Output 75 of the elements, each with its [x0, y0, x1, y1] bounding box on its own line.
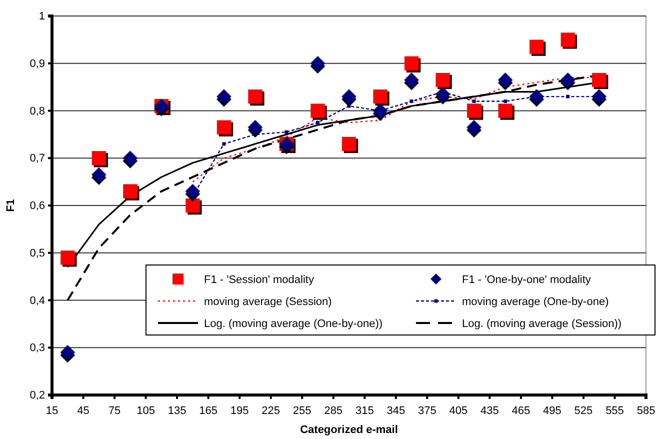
point: [310, 104, 325, 118]
point: [185, 184, 200, 199]
point: [60, 344, 76, 360]
point: [466, 120, 482, 135]
legend-label: Log. (moving average (One-by-one)): [204, 318, 383, 330]
x-tick-label: 315: [355, 405, 374, 418]
x-tick-label: 285: [324, 405, 343, 418]
point: [560, 32, 575, 47]
point: [466, 104, 482, 118]
x-tick-label: 45: [77, 405, 90, 418]
point: [342, 89, 356, 104]
point: [216, 120, 232, 134]
x-tick-label: 165: [199, 405, 218, 418]
legend-label: moving average (Session): [204, 296, 332, 308]
x-tick-label: 585: [636, 405, 656, 418]
x-tick-label: 15: [46, 405, 58, 418]
point: [592, 89, 607, 104]
legend-label: F1 - 'One-by-one' modality: [462, 274, 592, 286]
x-tick-label: 255: [292, 405, 312, 418]
x-tick-label: 75: [108, 405, 121, 418]
x-tick-label: 105: [136, 405, 155, 418]
point: [592, 72, 606, 88]
point: [472, 100, 476, 104]
point: [530, 40, 544, 54]
point: [92, 151, 106, 166]
x-tick-label: 525: [574, 405, 593, 418]
legend-label: moving average (One-by-one): [462, 296, 609, 308]
point: [123, 184, 138, 198]
y-tick-label: 1: [38, 10, 45, 23]
y-axis-title: F1: [5, 199, 17, 212]
point: [498, 72, 513, 88]
point: [248, 89, 262, 104]
point: [216, 89, 232, 104]
y-tick-label: 0,5: [30, 247, 45, 260]
x-tick-label: 375: [418, 405, 436, 418]
x-tick-label: 135: [168, 405, 186, 418]
point: [372, 103, 388, 118]
y-tick-label: 0,9: [30, 58, 45, 70]
x-tick-label: 465: [512, 405, 530, 418]
point: [122, 150, 138, 166]
x-axis-title: Categorized e-mail: [300, 424, 398, 436]
y-tick-label: 0,7: [30, 152, 45, 165]
x-tick-label: 495: [543, 405, 562, 418]
point: [222, 142, 226, 146]
point: [316, 120, 320, 124]
x-tick-label: 405: [449, 405, 468, 418]
x-tick-label: 435: [480, 405, 499, 418]
y-tick-label: 0,2: [30, 390, 45, 402]
point: [91, 167, 106, 182]
point: [186, 198, 200, 213]
y-tick-label: 0,4: [30, 294, 45, 307]
x-tick-label: 195: [230, 405, 249, 418]
legend-label: Log. (moving average (Session)): [462, 318, 622, 330]
x-tick-label: 555: [606, 405, 624, 418]
point: [60, 250, 75, 265]
point: [373, 89, 388, 104]
point: [404, 72, 419, 88]
point: [436, 72, 450, 88]
point: [342, 136, 356, 151]
y-tick-label: 0,3: [30, 342, 45, 354]
point: [404, 56, 419, 70]
point: [560, 72, 576, 88]
point: [566, 94, 570, 98]
legend-label: F1 - 'Session' modality: [204, 274, 314, 286]
point: [410, 100, 414, 104]
point: [310, 56, 326, 71]
point: [504, 100, 508, 104]
x-tick-label: 225: [262, 405, 280, 418]
point: [248, 120, 263, 135]
x-tick-label: 345: [386, 405, 406, 418]
y-tick-label: 0,8: [30, 105, 45, 118]
point: [529, 89, 544, 104]
y-tick-label: 0,6: [30, 200, 45, 212]
point: [498, 104, 512, 118]
point: [435, 86, 450, 102]
